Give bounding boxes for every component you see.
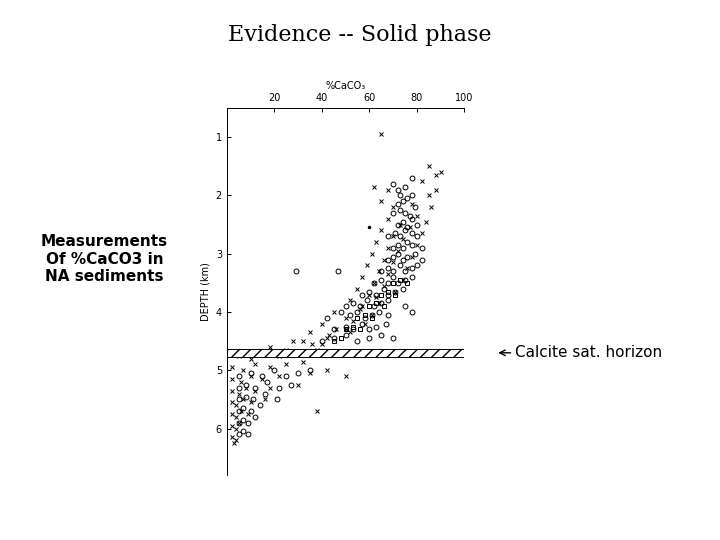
X-axis label: %CaCO₃: %CaCO₃	[325, 81, 366, 91]
Bar	[227, 349, 464, 356]
Text: Evidence -- Solid phase: Evidence -- Solid phase	[228, 24, 492, 46]
Y-axis label: DEPTH (km): DEPTH (km)	[200, 262, 210, 321]
Text: Calcite sat. horizon: Calcite sat. horizon	[515, 345, 662, 360]
Text: Measurements
Of %CaCO3 in
NA sediments: Measurements Of %CaCO3 in NA sediments	[41, 234, 168, 284]
